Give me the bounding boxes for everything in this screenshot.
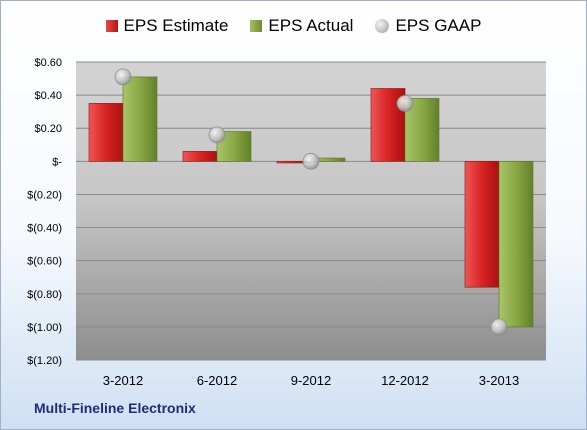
legend-item-eps-estimate: EPS Estimate: [105, 16, 229, 36]
x-tick-label: 9-2012: [291, 373, 331, 388]
x-axis: 3-2012 6-2012 9-2012 12-2012 3-2013: [103, 373, 519, 388]
legend-swatch-eps-estimate: [105, 20, 118, 32]
gaap-markers: [114, 68, 508, 336]
y-tick-label: $(0.80): [27, 289, 62, 301]
x-tick-label: 6-2012: [197, 373, 237, 388]
y-tick-label: $0.60: [34, 57, 62, 69]
legend-label-eps-gaap: EPS GAAP: [395, 16, 482, 35]
eps-gaap-marker: [396, 94, 414, 112]
eps-gaap-marker: [302, 152, 320, 170]
legend-swatch-eps-gaap: [375, 19, 390, 33]
legend-swatch-eps-actual: [250, 20, 263, 32]
y-tick-label: $(0.40): [27, 223, 62, 235]
legend-label-eps-estimate: EPS Estimate: [123, 16, 229, 35]
company-name: Multi-Fineline Electronix: [34, 400, 196, 416]
y-tick-label: $(0.20): [27, 189, 62, 201]
y-axis: $0.60 $0.40 $0.20 $- $(0.20) $(0.40) $(0.60) $(…: [27, 57, 62, 367]
eps-actual-bar: [122, 76, 158, 162]
x-tick-label: 3-2013: [479, 373, 519, 388]
eps-gaap-marker: [208, 126, 226, 144]
y-tick-label: $-: [52, 156, 62, 168]
eps-gaap-marker: [490, 318, 508, 336]
bars: [88, 76, 534, 328]
y-tick-label: $0.40: [34, 90, 62, 102]
eps-estimate-bar: [88, 103, 124, 162]
y-tick-label: $0.20: [34, 123, 62, 135]
eps-estimate-bar: [464, 161, 500, 288]
eps-gaap-marker: [114, 68, 132, 86]
y-tick-label: $(1.20): [27, 355, 62, 367]
legend-item-eps-gaap: EPS GAAP: [375, 16, 481, 36]
chart-legend: EPS Estimate EPS Actual EPS GAAP: [0, 16, 587, 36]
x-tick-label: 3-2012: [103, 373, 143, 388]
eps-estimate-bar: [182, 151, 218, 162]
y-tick-label: $(1.00): [27, 322, 62, 334]
x-tick-label: 12-2012: [381, 373, 429, 388]
legend-item-eps-actual: EPS Actual: [250, 16, 353, 36]
legend-label-eps-actual: EPS Actual: [268, 16, 354, 35]
eps-actual-bar: [498, 161, 534, 328]
y-tick-label: $(0.60): [27, 256, 62, 268]
